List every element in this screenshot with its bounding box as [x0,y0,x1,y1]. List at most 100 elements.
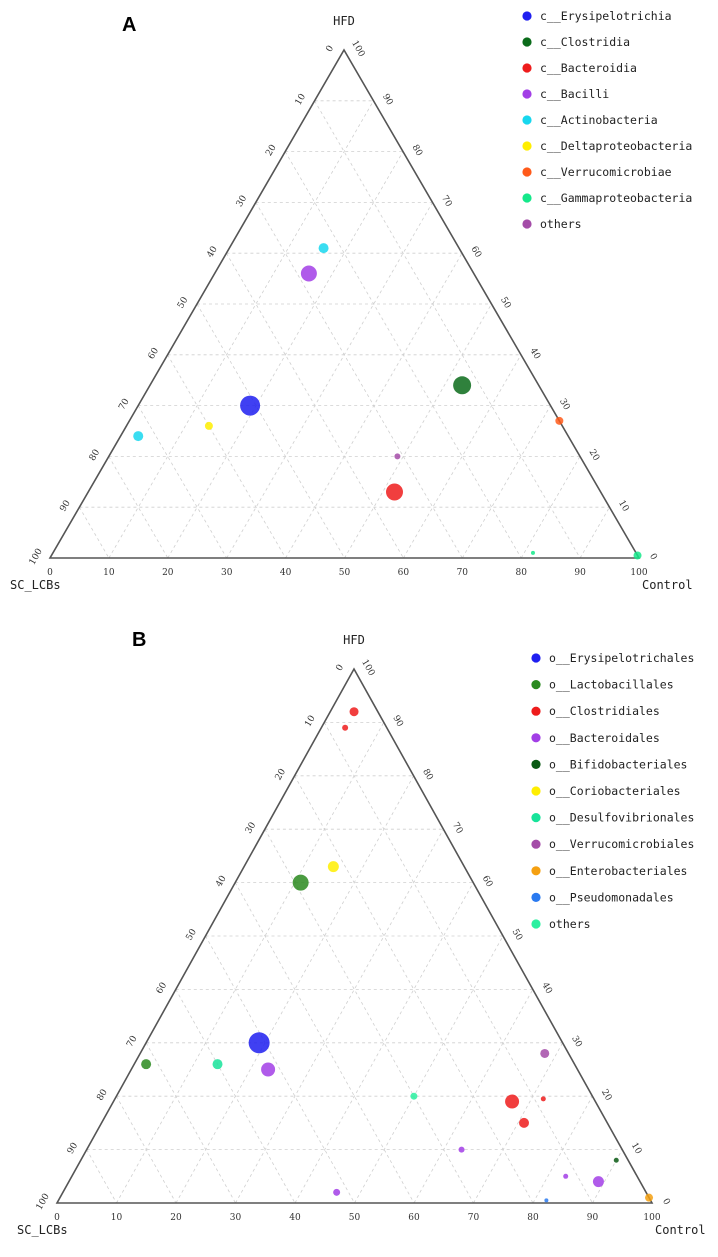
tick-label-left: 80 [88,448,103,463]
tick-label-left: 90 [66,1141,81,1156]
tick-label-right: 70 [450,821,465,836]
gridline [108,456,169,559]
tick-label-right: 50 [498,296,513,311]
data-points [133,243,642,560]
data-point [394,453,401,460]
legend-label: c__Gammaproteobacteria [540,191,692,205]
gridline [532,1096,593,1204]
tick-label-bottom: 80 [527,1213,539,1223]
gridline [473,1042,563,1204]
tick-label-left: 100 [28,547,45,567]
legend-label: o__Erysipelotrichales [549,651,694,665]
legend: c__Erysipelotrichia c__Clostridia c__Bacte… [522,9,692,231]
legend-label: c__Bacilli [540,87,609,101]
data-point [333,1188,341,1196]
legend-marker [522,219,532,229]
data-point [212,1059,223,1070]
tick-label-left: 70 [125,1034,140,1049]
legend-marker [531,706,541,716]
tick-label-right: 40 [539,981,554,996]
tick-label-bottom: 10 [111,1213,123,1223]
tick-label-left: 30 [235,194,250,209]
gridline [226,202,433,559]
data-point [342,724,349,731]
gridline [579,506,610,559]
data-point [519,1117,529,1128]
legend-label: others [540,217,582,231]
data-point [261,1062,276,1077]
gridline [314,100,581,559]
tick-label-bottom: 70 [457,568,469,578]
legend-marker [522,63,532,73]
tick-label-bottom: 100 [630,568,647,578]
panel-label: A [122,14,136,36]
tick-label-bottom: 20 [162,568,174,578]
legend-label: o__Bifidobacteriales [549,757,687,771]
tick-label-bottom: 30 [230,1213,242,1223]
tick-label-left: 20 [264,143,279,158]
tick-label-bottom: 50 [339,568,351,578]
tick-label-right: 20 [599,1088,614,1103]
data-point [204,421,213,430]
legend-label: o__Clostridiales [549,704,660,718]
legend-marker [531,813,541,823]
tick-label-right: 40 [528,346,543,361]
gridline [294,882,474,1204]
corner-label-left: SC_LCBs [17,1223,68,1237]
legend-label: c__Erysipelotrichia [540,9,672,23]
tick-label-left: 40 [214,874,229,889]
gridline [108,100,374,559]
gridline [592,1149,623,1204]
legend-marker [531,653,541,663]
tick-label-left: 90 [58,499,73,514]
data-point [645,1193,654,1202]
gridline [255,202,463,559]
legend-marker [522,37,532,47]
legend-marker [531,919,541,929]
legend-marker [522,167,532,177]
gridline [116,1096,177,1204]
data-point [544,1198,549,1203]
tick-label-bottom: 40 [280,568,292,578]
tick-label-left: 20 [274,767,289,782]
tick-label-bottom: 60 [398,568,410,578]
tick-label-left: 70 [117,397,132,412]
legend-label: others [549,917,591,931]
tick-label-bottom: 90 [587,1213,599,1223]
gridline [167,151,404,559]
legend: o__Erysipelotrichales o__Lactobacillaleso… [531,651,694,931]
panel-label: B [132,629,146,651]
legend-label: c__Clostridia [540,35,630,49]
data-point [540,1096,546,1102]
legend-marker [531,839,541,849]
tick-label-left: 50 [185,927,200,942]
tick-label-bottom: 80 [515,568,527,578]
legend-label: c__Actinobacteria [540,113,658,127]
grid [86,722,623,1204]
data-point [141,1059,152,1070]
legend-marker [522,193,532,203]
legend-label: o__Coriobacteriales [549,784,681,798]
data-point [300,265,317,282]
data-point [530,550,535,555]
tick-label-bottom: 0 [47,568,53,578]
tick-label-bottom: 20 [170,1213,182,1223]
data-point [248,1032,270,1054]
tick-label-right: 80 [410,143,425,158]
gridline [264,829,474,1204]
tick-label-right: 0 [647,552,659,562]
tick-label-right: 70 [439,194,454,209]
gridline [234,882,415,1204]
legend-marker [522,115,532,125]
gridline [226,252,404,559]
tick-label-right: 90 [390,714,405,729]
data-point [318,243,329,254]
legend-label: o__Enterobacteriales [549,864,687,878]
legend-label: c__Deltaproteobacteria [540,139,692,153]
data-point [410,1092,418,1100]
tick-label-bottom: 60 [408,1213,420,1223]
data-point [555,416,564,425]
